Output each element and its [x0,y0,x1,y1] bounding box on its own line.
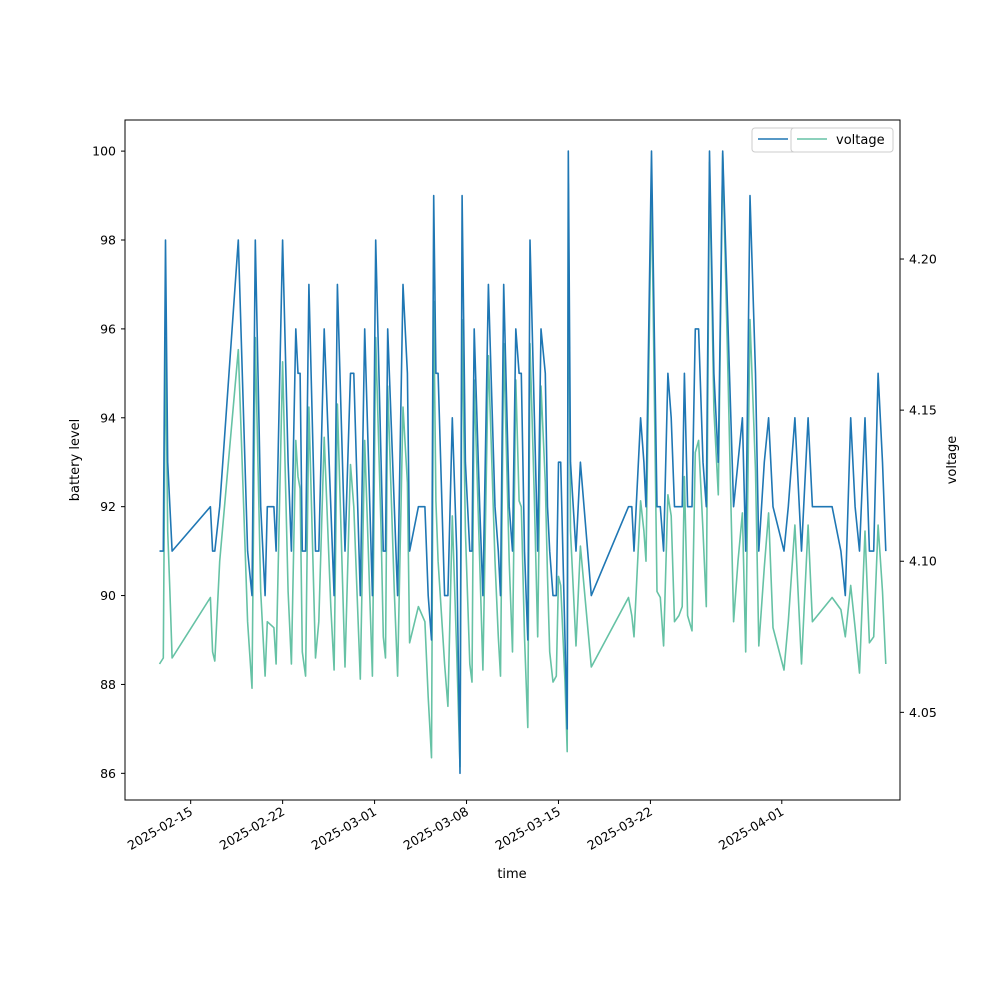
y-tick-label: 92 [100,499,116,514]
y2-tick-label: 4.15 [909,403,937,418]
legend-voltage: voltage [790,127,894,153]
y-axis-right: 4.05 4.10 4.15 4.20 [900,252,937,720]
y-tick-label: 90 [100,588,116,603]
legend-voltage-label: voltage [836,133,885,148]
series-line-voltage [158,152,887,768]
y-tick-label: 96 [100,321,116,336]
plot-frame [124,119,901,801]
y-tick-label: 100 [92,144,116,159]
y2-axis-title: voltage [945,436,960,485]
x-axis-title: time [497,867,526,882]
series-line-battery [159,150,887,775]
y-tick-label: 94 [100,410,116,425]
y-axis-title: battery level [68,419,83,502]
y-tick-label: 86 [100,766,116,781]
y-axis-left: 86 88 90 92 94 96 98 100 [92,144,125,781]
y-tick-label: 88 [100,677,116,692]
y-tick-label: 98 [100,233,116,248]
series-layer [158,150,887,775]
y2-tick-label: 4.20 [909,252,937,267]
y2-tick-label: 4.10 [909,554,937,569]
y2-tick-label: 4.05 [909,705,937,720]
legend-voltage-frame [790,127,894,153]
